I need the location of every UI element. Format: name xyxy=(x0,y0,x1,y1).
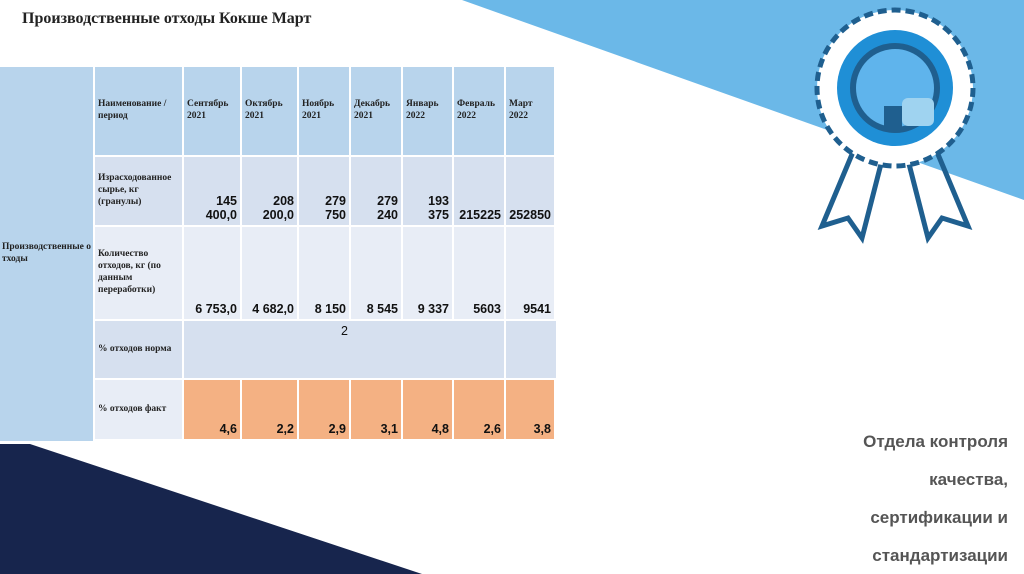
header-cell: Февраль 2022 xyxy=(454,67,504,155)
header-cell: Октябрь 2021 xyxy=(242,67,297,155)
header-cell: Март 2022 xyxy=(506,67,554,155)
value-cell: 215225 xyxy=(454,157,504,225)
empty-cell xyxy=(506,321,556,378)
row-label: Количество отходов, кг (по данным перера… xyxy=(95,227,182,319)
caption-line: стандартизации xyxy=(872,546,1008,565)
value-cell: 4,8 xyxy=(403,380,452,439)
value-cell: 2,2 xyxy=(242,380,297,439)
value-cell: 5603 xyxy=(454,227,504,319)
caption-line: Отдела контроля xyxy=(863,432,1008,451)
value-cell: 8 150 xyxy=(299,227,349,319)
value-cell: 3,8 xyxy=(506,380,554,439)
value-cell: 4 682,0 xyxy=(242,227,297,319)
value-cell: 2,9 xyxy=(299,380,349,439)
value-cell: 279 750 xyxy=(299,157,349,225)
value-cell: 193 375 xyxy=(403,157,452,225)
value-cell: 2,6 xyxy=(454,380,504,439)
navy-triangle xyxy=(0,444,422,574)
row-label: % отходов норма xyxy=(95,321,182,378)
slide-title: Производственные отходы Кокше Март xyxy=(22,10,312,27)
value-cell: 279 240 xyxy=(351,157,401,225)
caption-line: качества, xyxy=(929,470,1008,489)
value-cell: 4,6 xyxy=(184,380,240,439)
value-cell: 9541 xyxy=(506,227,554,319)
header-cell: Январь 2022 xyxy=(403,67,452,155)
value-cell: 145 400,0 xyxy=(184,157,240,225)
header-cell: Ноябрь 2021 xyxy=(299,67,349,155)
value-cell: 252850 xyxy=(506,157,554,225)
value-cell: 208 200,0 xyxy=(242,157,297,225)
value-cell: 6 753,0 xyxy=(184,227,240,319)
caption-line: сертификации и xyxy=(870,508,1008,527)
award-icon xyxy=(814,7,976,244)
value-cell: 3,1 xyxy=(351,380,401,439)
value-cell: 9 337 xyxy=(403,227,452,319)
header-label: Наименование /период xyxy=(95,67,182,155)
merged-cell: 2 xyxy=(184,321,504,378)
header-cell: Сентябрь 2021 xyxy=(184,67,240,155)
side-label: Производственные отходы xyxy=(0,67,93,441)
value-cell: 8 545 xyxy=(351,227,401,319)
row-label: Израсходованное сырье, кг (гранулы) xyxy=(95,157,182,225)
header-cell: Декабрь 2021 xyxy=(351,67,401,155)
row-label: % отходов факт xyxy=(95,380,182,439)
